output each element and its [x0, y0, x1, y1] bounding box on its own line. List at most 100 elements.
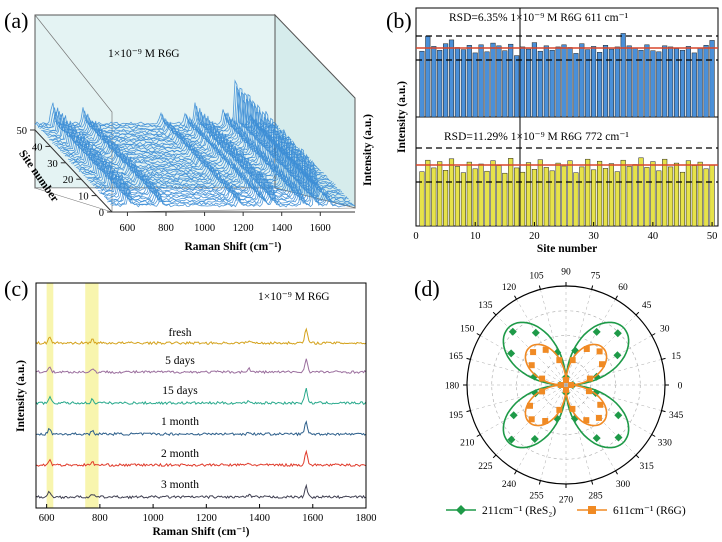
angle-label: 330	[658, 439, 673, 449]
spectrum-c	[35, 387, 367, 406]
y-tick-label-a: 40	[32, 142, 43, 153]
bar	[650, 161, 656, 227]
spectrum-a	[66, 117, 308, 159]
angle-label: 270	[559, 496, 574, 506]
bar	[514, 55, 520, 118]
waterfall-spectra	[34, 79, 356, 208]
y-tick-label-a: 50	[17, 126, 28, 137]
bar	[431, 46, 437, 118]
bar	[632, 164, 638, 227]
angle-label: 285	[588, 492, 603, 502]
polar-point	[585, 388, 592, 395]
angle-label: 105	[529, 271, 544, 281]
spectrum-a	[80, 133, 323, 175]
polar-grid	[463, 282, 669, 488]
bar	[555, 46, 561, 118]
highlight-band	[85, 283, 99, 508]
spectrum-a	[92, 148, 336, 188]
bar	[478, 44, 484, 118]
bar	[454, 47, 460, 118]
y-tick-label-a: 20	[63, 175, 74, 186]
annotation-c: 1×10⁻⁹ M R6G	[258, 291, 330, 303]
bar	[620, 159, 626, 227]
angle-tick	[466, 357, 471, 360]
x-tick-label-a: 1000	[194, 223, 215, 234]
spectrum-a	[85, 142, 328, 180]
spectrum-a	[83, 137, 326, 178]
bar	[454, 166, 460, 227]
bars-772	[416, 147, 718, 227]
spectrum-a	[61, 110, 304, 154]
y-ticks-a: 0 10 20 30 40 50	[17, 126, 112, 219]
spectrum-a	[69, 117, 312, 163]
legend-label-r6g: 611cm⁻¹ (R6G)	[613, 505, 686, 517]
bar	[608, 163, 614, 227]
bar	[443, 43, 449, 118]
angle-label: 0	[678, 382, 683, 392]
bar	[602, 45, 609, 118]
bar	[697, 161, 703, 227]
polar-point	[530, 349, 537, 356]
bar	[638, 49, 644, 118]
bar	[614, 171, 620, 227]
bar	[502, 50, 508, 118]
angle-tick	[591, 285, 594, 290]
bar	[656, 51, 662, 118]
x-tick-label-a: 1400	[271, 223, 292, 234]
bar	[697, 47, 703, 118]
x-tick-label-c: 1600	[302, 513, 323, 524]
spectrum-a	[97, 152, 341, 193]
angle-label: 45	[642, 301, 652, 311]
bar	[662, 45, 668, 118]
bar	[591, 46, 597, 118]
bar	[460, 49, 466, 118]
x-tick-label-c: 1200	[196, 513, 217, 524]
bar	[419, 50, 425, 118]
polar-point	[595, 414, 602, 421]
x-tick-label-c: 600	[39, 513, 55, 524]
bar	[567, 47, 573, 118]
spectrum-a	[86, 135, 330, 181]
bar	[579, 43, 585, 118]
angle-label: 165	[449, 352, 464, 362]
series-label-c: fresh	[169, 327, 192, 339]
spectrum-c	[35, 420, 367, 437]
grid-spoke	[540, 289, 567, 386]
polar-point	[613, 351, 622, 360]
spectrum-a	[47, 93, 289, 140]
spectrum-a	[96, 149, 339, 191]
polar-point	[569, 405, 576, 412]
series-label-c: 15 days	[162, 385, 198, 397]
panel-label-a: (a)	[4, 8, 28, 33]
annotation-a: 1×10⁻⁹ M R6G	[108, 48, 180, 60]
bar	[573, 172, 579, 227]
spectrum-a	[56, 104, 299, 150]
bar	[561, 165, 567, 227]
z-axis-label-a: Intensity (a.u.)	[362, 114, 374, 186]
grid-spoke	[480, 384, 567, 435]
spectrum-a	[42, 99, 284, 134]
series-label-c: 3 month	[161, 479, 199, 491]
polar-point	[583, 345, 590, 352]
y-tick-label-a: 10	[78, 192, 89, 203]
bar	[673, 162, 680, 227]
spectrum-a	[37, 91, 279, 129]
series-label-c: 1 month	[161, 416, 199, 428]
grid-spoke	[480, 335, 567, 386]
polar-point	[597, 401, 604, 408]
grid-spoke	[470, 359, 567, 386]
plot-frame-c	[35, 282, 367, 509]
angle-tick	[476, 333, 481, 336]
polar-point	[563, 377, 569, 384]
polar-point	[508, 327, 517, 336]
panel-b: (b) RSD=6.35% 1×10⁻⁹ M R6G 611 cm⁻¹ RSD=…	[386, 7, 719, 255]
spectrum-a	[49, 97, 290, 141]
spectrum-a	[63, 116, 305, 156]
panel-a: (a) 600 800 1000 1200 1400 1600 0 10 20 30 40 50 1…	[4, 8, 374, 253]
bar	[525, 162, 532, 227]
bar	[443, 170, 449, 227]
x-tick-label-b: 50	[707, 231, 718, 242]
bar	[644, 44, 650, 118]
spectrum-c	[35, 327, 367, 346]
angle-tick	[651, 333, 656, 336]
